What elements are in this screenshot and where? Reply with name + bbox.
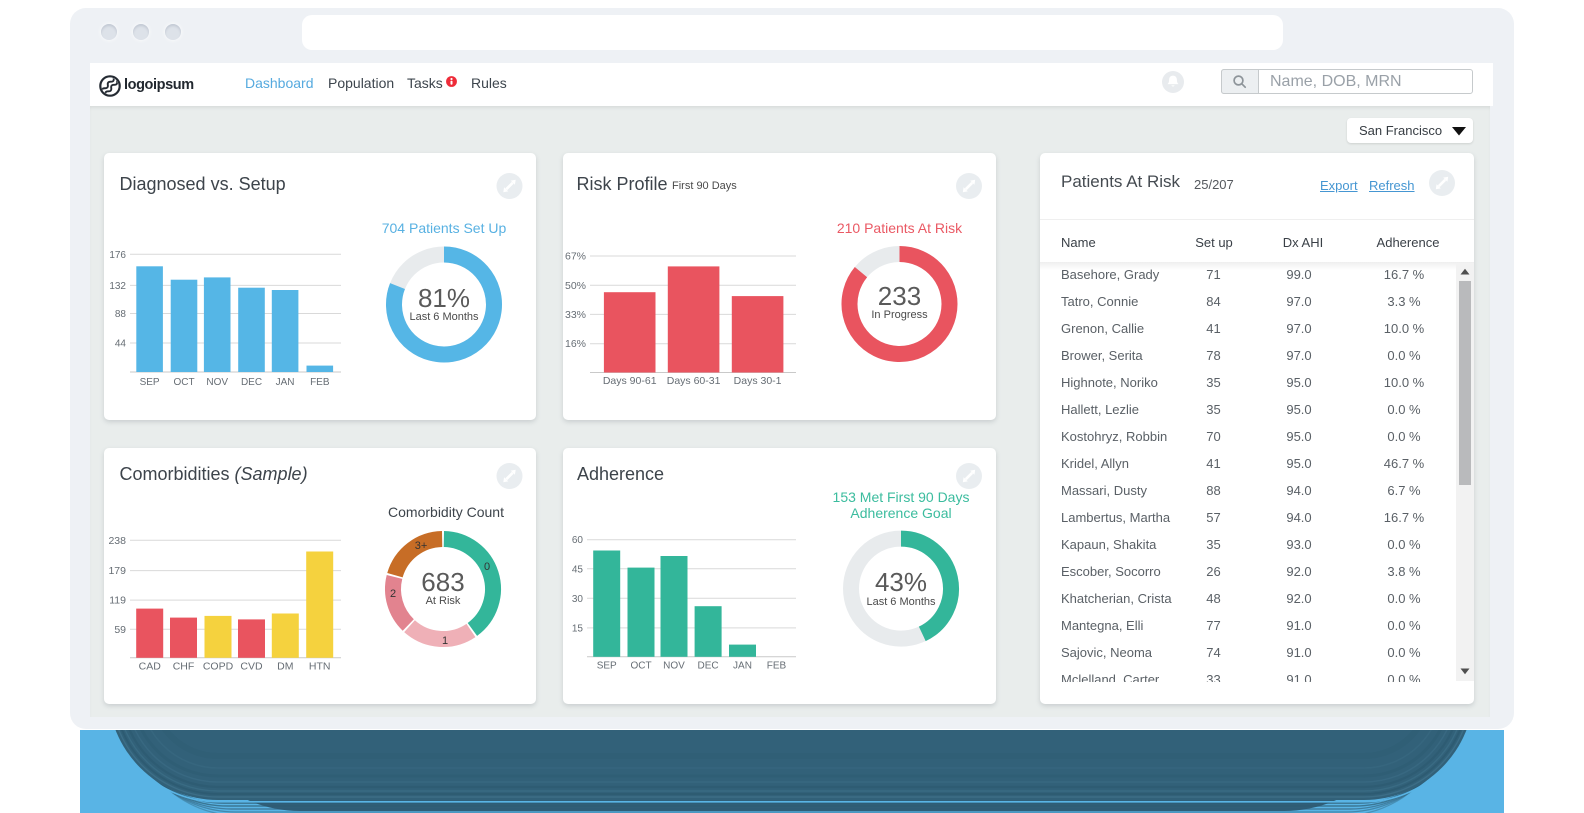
svg-text:First 90 Days: First 90 Days (672, 180, 737, 192)
svg-text:JAN: JAN (733, 661, 752, 672)
svg-text:15: 15 (572, 623, 584, 634)
svg-text:NOV: NOV (663, 661, 685, 672)
svg-text:59: 59 (114, 624, 126, 636)
svg-text:Risk Profile: Risk Profile (577, 174, 668, 194)
svg-text:Comorbidity Count: Comorbidity Count (388, 504, 504, 520)
svg-text:NOV: NOV (206, 377, 228, 388)
svg-text:SEP: SEP (140, 377, 160, 388)
svg-text:CVD: CVD (240, 661, 263, 673)
svg-text:88: 88 (115, 309, 127, 320)
svg-text:COPD: COPD (203, 661, 234, 673)
svg-text:33%: 33% (565, 309, 586, 321)
svg-text:132: 132 (109, 281, 126, 292)
svg-text:CHF: CHF (173, 661, 195, 673)
svg-text:210 Patients At Risk: 210 Patients At Risk (837, 220, 963, 236)
svg-text:Days 90-61: Days 90-61 (603, 375, 657, 387)
svg-text:OCT: OCT (173, 377, 194, 388)
svg-text:SEP: SEP (597, 661, 617, 672)
svg-text:238: 238 (108, 535, 126, 547)
svg-text:81%: 81% (418, 283, 470, 313)
svg-text:704 Patients Set Up: 704 Patients Set Up (382, 220, 507, 236)
svg-text:176: 176 (109, 250, 126, 261)
svg-text:683: 683 (421, 567, 464, 597)
svg-text:233: 233 (878, 281, 921, 311)
svg-text:179: 179 (108, 565, 126, 577)
svg-text:44: 44 (115, 339, 127, 350)
svg-text:16%: 16% (565, 338, 586, 350)
svg-text:DEC: DEC (698, 661, 719, 672)
svg-text:50%: 50% (565, 280, 586, 292)
svg-text:DEC: DEC (241, 377, 262, 388)
svg-text:HTN: HTN (309, 661, 331, 673)
svg-text:1: 1 (442, 635, 448, 647)
svg-text:In Progress: In Progress (871, 309, 928, 321)
svg-text:OCT: OCT (630, 661, 651, 672)
svg-text:Days 60-31: Days 60-31 (667, 375, 721, 387)
svg-text:43%: 43% (875, 567, 927, 597)
svg-text:30: 30 (572, 594, 584, 605)
svg-text:119: 119 (109, 595, 126, 607)
svg-text:Diagnosed vs. Setup: Diagnosed vs. Setup (120, 174, 286, 194)
svg-text:FEB: FEB (767, 661, 787, 672)
svg-text:Comorbidities (Sample): Comorbidities (Sample) (120, 464, 308, 484)
svg-text:67%: 67% (565, 251, 586, 263)
svg-text:DM: DM (277, 661, 293, 673)
svg-text:60: 60 (572, 535, 584, 546)
svg-text:Last 6 Months: Last 6 Months (409, 311, 479, 323)
svg-text:Adherence Goal: Adherence Goal (850, 505, 951, 521)
svg-text:At Risk: At Risk (426, 595, 461, 607)
svg-text:0: 0 (484, 561, 490, 573)
svg-text:Last 6 Months: Last 6 Months (866, 596, 936, 608)
svg-text:CAD: CAD (139, 661, 162, 673)
svg-text:JAN: JAN (276, 377, 295, 388)
svg-text:2: 2 (390, 588, 396, 600)
svg-text:3+: 3+ (415, 540, 428, 552)
svg-text:Adherence: Adherence (577, 464, 664, 484)
svg-text:45: 45 (572, 564, 584, 575)
svg-text:153 Met First 90 Days: 153 Met First 90 Days (833, 489, 970, 505)
svg-text:Days 30-1: Days 30-1 (734, 375, 782, 387)
svg-text:FEB: FEB (310, 377, 330, 388)
